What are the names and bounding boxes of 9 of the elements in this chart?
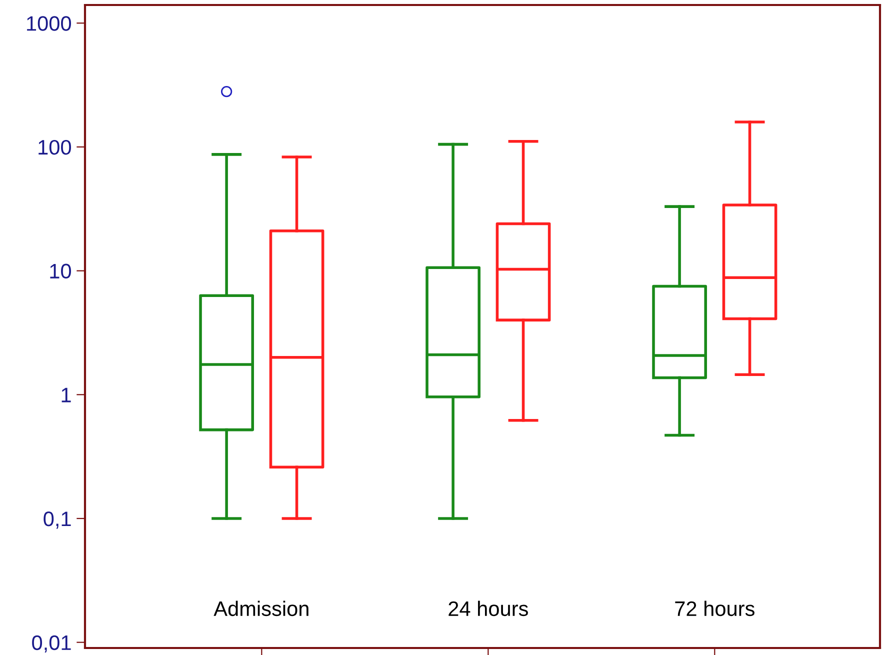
y-tick-label: 10 bbox=[50, 264, 71, 279]
x-tick-label: 72 hours bbox=[675, 600, 754, 616]
y-tick-label: 1000 bbox=[27, 16, 71, 31]
y-tick-label: 100 bbox=[38, 140, 71, 155]
y-tick-label: 0,1 bbox=[44, 511, 71, 529]
y-tick-label: 1 bbox=[62, 388, 71, 402]
y-tick-label: 0,01 bbox=[32, 635, 71, 653]
x-tick-label: Admission bbox=[214, 600, 308, 616]
x-tick-label: 24 hours bbox=[448, 600, 528, 616]
